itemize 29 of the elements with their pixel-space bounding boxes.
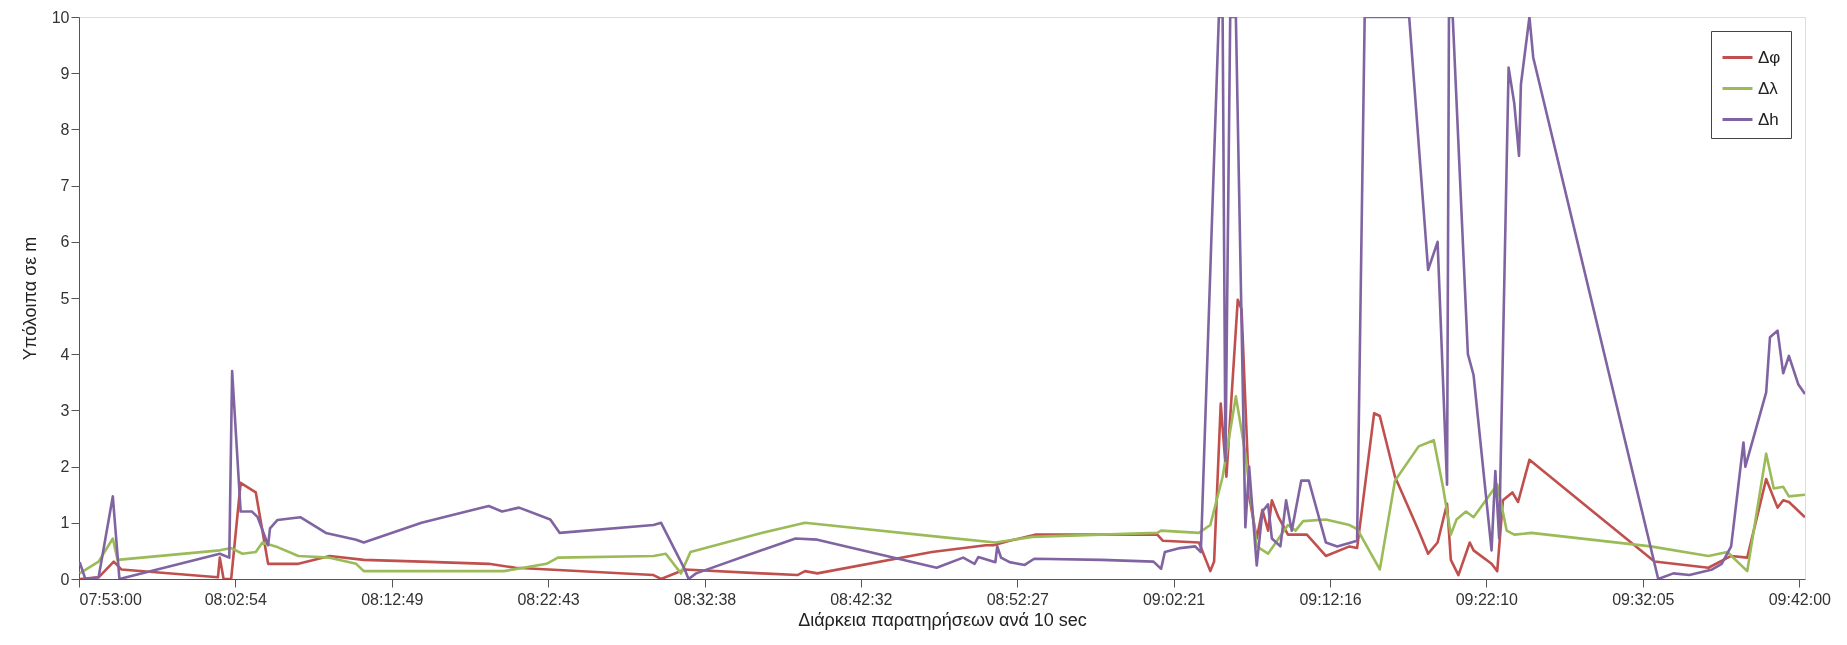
x-tick-label: 09:42:00 bbox=[1768, 590, 1832, 608]
legend-label: Δλ bbox=[1758, 78, 1779, 98]
x-tick-label: 09:22:10 bbox=[1455, 590, 1519, 608]
y-axis-title: Υπόλοιπα σε m bbox=[19, 236, 40, 361]
x-tick-label: 09:12:16 bbox=[1299, 590, 1362, 608]
x-tick-label: 07:53:00 bbox=[79, 590, 142, 608]
y-tick-label: 1 bbox=[60, 514, 70, 532]
y-tick-label: 10 bbox=[51, 8, 70, 26]
legend-label: Δh bbox=[1758, 109, 1779, 129]
y-tick-label: 3 bbox=[60, 401, 70, 419]
line-series bbox=[79, 395, 1805, 575]
y-tick-label: 8 bbox=[60, 120, 70, 138]
y-tick-label: 4 bbox=[60, 345, 70, 363]
x-tick-label: 09:32:05 bbox=[1612, 590, 1675, 608]
x-tick-label: 08:52:27 bbox=[986, 590, 1050, 608]
y-tick-label: 6 bbox=[60, 233, 70, 251]
x-tick-label: 08:12:49 bbox=[361, 590, 424, 608]
x-tick-label: 08:02:54 bbox=[204, 590, 268, 608]
x-tick-label: 08:32:38 bbox=[673, 590, 737, 608]
x-axis-title: Διάρκεια παρατηρήσεων ανά 10 sec bbox=[798, 609, 1087, 630]
y-tick-label: 2 bbox=[60, 458, 70, 476]
y-tick-label: 7 bbox=[60, 177, 70, 195]
x-tick-label: 08:22:43 bbox=[517, 590, 580, 608]
x-tick-label: 09:02:21 bbox=[1142, 590, 1206, 608]
y-tick-label: 9 bbox=[60, 64, 70, 82]
y-tick-label: 0 bbox=[60, 570, 70, 588]
y-tick-label: 5 bbox=[60, 289, 70, 307]
x-tick-label: 08:42:32 bbox=[830, 590, 893, 608]
legend-label: Δφ bbox=[1758, 47, 1781, 67]
